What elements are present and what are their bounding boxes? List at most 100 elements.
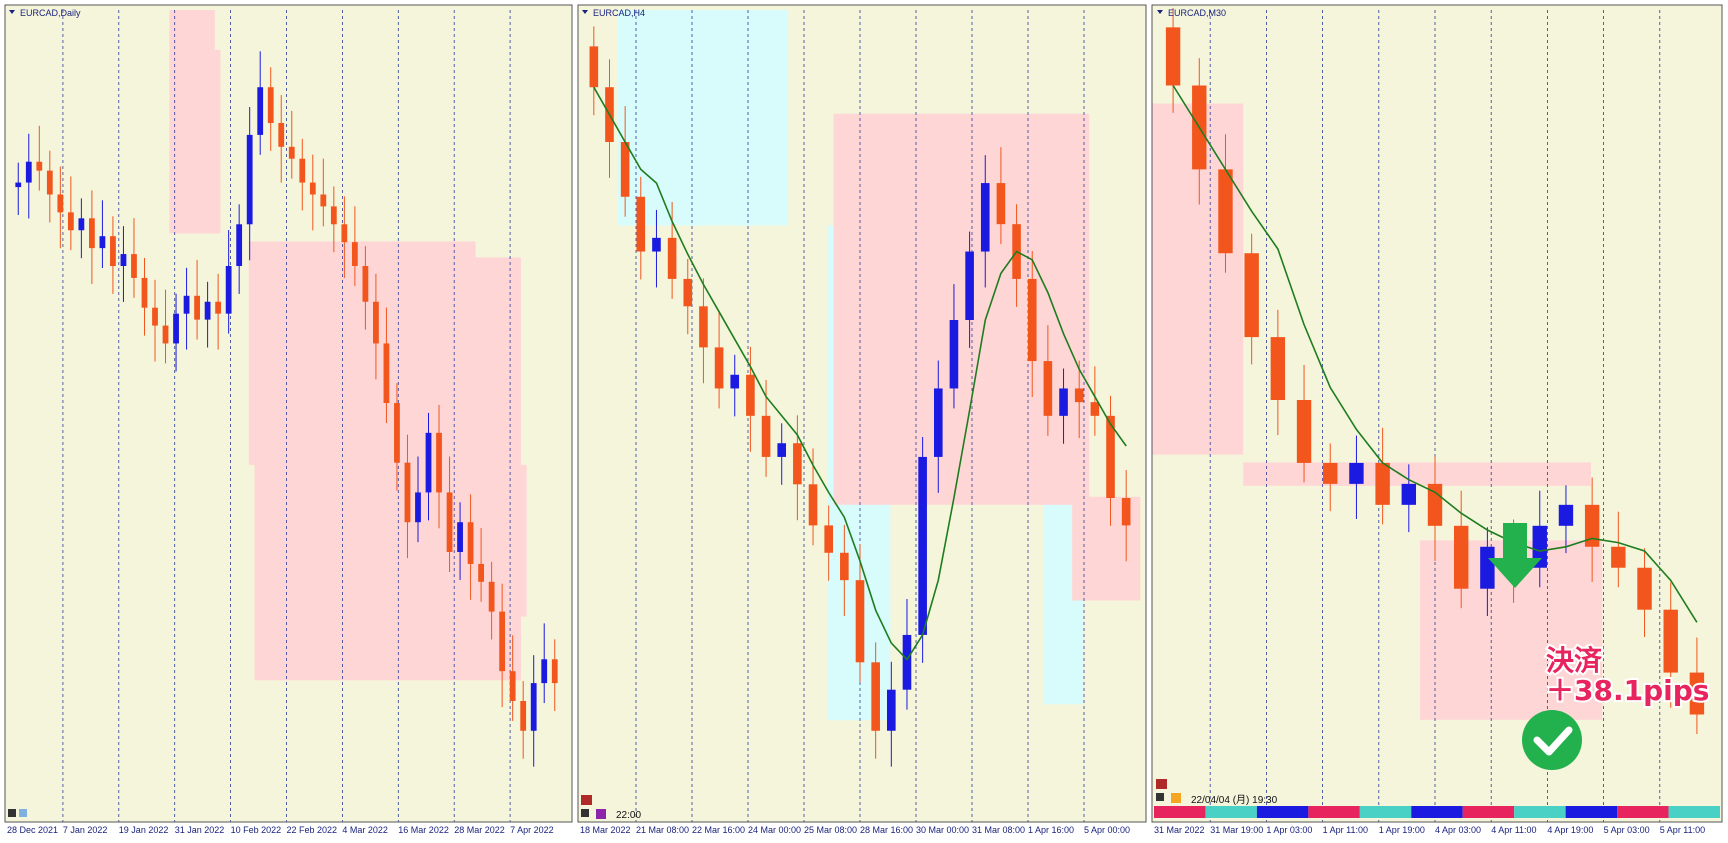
candle — [965, 231, 974, 348]
candle — [541, 623, 548, 704]
candle — [933, 360, 943, 493]
candle — [152, 279, 158, 362]
panel-eurcad-daily[interactable]: 28 Dec 2021 7 Jan 2022 19 Jan 2022 31 Jan 2… — [5, 5, 572, 835]
x-axis: 28 Dec 2021 7 Jan 2022 19 Jan 2022 31 Jan 2… — [7, 825, 554, 835]
candle — [1453, 490, 1469, 609]
indicator-icon[interactable] — [1171, 793, 1181, 803]
x-tick-label: 21 Mar 08:00 — [636, 825, 689, 835]
candle — [520, 681, 527, 759]
candle — [446, 456, 453, 572]
candle — [404, 434, 411, 559]
candle — [1558, 485, 1574, 554]
x-tick-label: 1 Apr 19:00 — [1379, 825, 1425, 835]
minimize-icon[interactable] — [581, 795, 592, 805]
x-tick-label: 4 Apr 19:00 — [1547, 825, 1593, 835]
x-tick-label: 4 Apr 03:00 — [1435, 825, 1481, 835]
candle — [1349, 435, 1364, 519]
candle — [824, 505, 833, 581]
x-tick-label: 30 Mar 00:00 — [916, 825, 969, 835]
chart-tool-icon[interactable] — [1156, 793, 1164, 801]
x-tick-label: 22 Feb 2022 — [287, 825, 338, 835]
candle — [1043, 325, 1053, 436]
candle — [699, 278, 708, 384]
candle — [636, 176, 646, 280]
candle — [25, 133, 32, 219]
session-segment — [1154, 806, 1206, 818]
candle — [288, 110, 295, 179]
sell-zone — [169, 10, 215, 146]
x-tick-label: 5 Apr 00:00 — [1084, 825, 1130, 835]
panel-eurcad-h4[interactable]: 18 Mar 2022 21 Mar 08:00 22 Mar 16:00 24 Ma… — [578, 5, 1146, 835]
settlement-label: 決済 — [1546, 644, 1603, 677]
x-tick-label: 5 Apr 03:00 — [1604, 825, 1650, 835]
panel-border — [4, 4, 573, 823]
session-segment — [1205, 806, 1257, 818]
indicator-icon[interactable] — [596, 809, 606, 819]
candle — [278, 95, 285, 183]
candle — [436, 404, 442, 529]
candle — [309, 154, 316, 231]
candle — [589, 26, 599, 116]
candle — [120, 226, 127, 302]
candle — [257, 51, 264, 155]
session-bar — [1154, 806, 1720, 818]
candle — [225, 230, 232, 334]
buy-zone — [617, 10, 789, 226]
moving-average-line — [593, 86, 1127, 661]
candle — [1689, 637, 1705, 735]
candle — [478, 528, 484, 602]
candle — [131, 218, 137, 298]
session-segment — [1256, 806, 1309, 818]
x-tick-label: 25 Mar 08:00 — [804, 825, 857, 835]
candle — [667, 201, 677, 299]
minimize-icon[interactable] — [1156, 779, 1167, 789]
x-tick-label: 1 Apr 03:00 — [1266, 825, 1312, 835]
chart-tool-icon[interactable] — [8, 809, 16, 817]
indicator-icon[interactable] — [19, 809, 27, 817]
candle — [1270, 309, 1286, 436]
session-segment — [1308, 806, 1360, 818]
candle — [730, 354, 740, 417]
candle — [746, 346, 755, 452]
candles — [589, 26, 1131, 767]
x-tick-label: 28 Mar 2022 — [454, 825, 505, 835]
candle — [173, 293, 179, 372]
candle — [871, 642, 880, 759]
candle — [840, 524, 849, 617]
candle — [320, 158, 327, 227]
candle — [299, 138, 306, 211]
session-segment — [1668, 806, 1720, 818]
candle — [67, 176, 74, 251]
candle — [194, 259, 200, 340]
candle — [949, 284, 959, 409]
candle — [1027, 250, 1037, 397]
status-time: 22:00 — [616, 810, 641, 821]
x-tick-label: 7 Jan 2022 — [63, 825, 108, 835]
candle — [215, 273, 222, 350]
panel-eurcad-m30[interactable]: 31 Mar 2022 31 Mar 19:00 1 Apr 03:00 1 Apr … — [1152, 5, 1722, 835]
candle — [530, 655, 537, 767]
candle — [373, 273, 379, 380]
sell-zone — [1243, 462, 1591, 486]
candle — [236, 204, 243, 294]
candle — [415, 456, 421, 543]
candle — [36, 125, 43, 191]
chart-title: EURCAD,Daily — [20, 8, 81, 18]
candle — [499, 583, 506, 708]
profit-label: ＋38.1pips — [1546, 674, 1709, 707]
dropdown-triangle-icon[interactable] — [1157, 10, 1163, 14]
dropdown-triangle-icon[interactable] — [9, 10, 15, 14]
candle — [425, 412, 432, 521]
candle — [141, 257, 148, 336]
dropdown-triangle-icon[interactable] — [582, 10, 588, 14]
session-segment — [1565, 806, 1618, 818]
moving-average-line — [1172, 85, 1698, 623]
x-tick-label: 22 Mar 16:00 — [692, 825, 745, 835]
candle — [467, 494, 474, 600]
x-tick-label: 16 Mar 2022 — [398, 825, 449, 835]
candle — [620, 106, 630, 217]
candle — [46, 150, 53, 223]
candle — [99, 200, 106, 269]
chart-tool-icon[interactable] — [581, 809, 589, 817]
